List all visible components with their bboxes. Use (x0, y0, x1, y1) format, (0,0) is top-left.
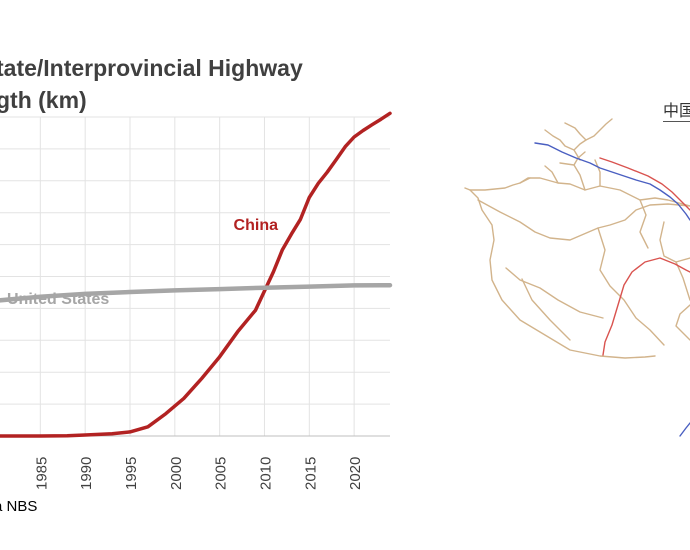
x-tick-label: 2000 (168, 457, 185, 490)
series-label-1: United States (7, 291, 109, 308)
source-note: a NBS (0, 498, 38, 515)
series-label-0: China (234, 217, 279, 234)
series-line-0 (0, 111, 392, 438)
x-tick-label: 1990 (78, 457, 95, 490)
map-road-network (464, 118, 690, 359)
x-tick-label: 1985 (33, 457, 50, 490)
x-tick-label: 2010 (257, 457, 274, 490)
chart-title-line-2: gth (km) (0, 87, 87, 113)
map-title: 中国 (663, 101, 690, 122)
x-tick-label: 2015 (302, 457, 319, 490)
map-expressway-red (599, 157, 690, 356)
x-tick-label: 2020 (347, 457, 364, 490)
series-line-1 (0, 282, 393, 303)
chart-title-line-1: tate/Interprovincial Highway (0, 55, 303, 81)
x-tick-label: 2005 (213, 457, 230, 490)
chart-title: tate/Interprovincial Highway gth (km) (0, 52, 303, 116)
map-expressway-blue (534, 142, 690, 437)
x-tick-label: 1995 (123, 457, 140, 490)
